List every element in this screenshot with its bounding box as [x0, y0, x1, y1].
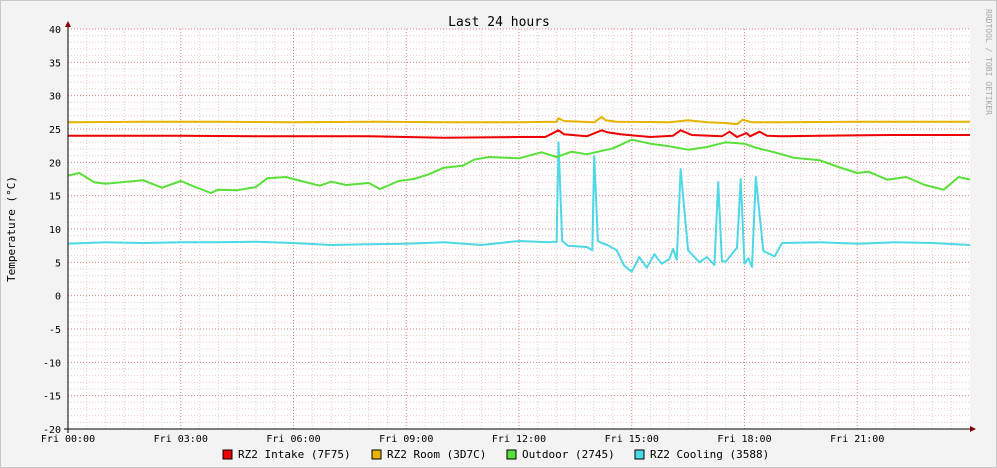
y-tick-label: -10 [43, 358, 61, 369]
legend-swatch [222, 449, 233, 460]
y-tick-label: 20 [49, 158, 61, 169]
y-tick-label: 15 [49, 192, 61, 203]
y-tick-label: 30 [49, 92, 61, 103]
x-tick-label: Fri 09:00 [379, 434, 433, 445]
y-tick-label: -5 [49, 325, 61, 336]
legend-label: RZ2 Room (3D7C) [387, 448, 486, 461]
x-tick-label: Fri 21:00 [830, 434, 884, 445]
legend-label: RZ2 Cooling (3588) [650, 448, 769, 461]
y-axis-arrow [65, 21, 71, 27]
x-tick-label: Fri 06:00 [266, 434, 320, 445]
x-tick-labels: Fri 00:00 Fri 03:00 Fri 06:00 Fri 09:00 Fri … [41, 434, 884, 445]
legend-swatch [371, 449, 382, 460]
series-line [68, 129, 970, 139]
series-line [67, 138, 971, 194]
series-line [67, 116, 970, 126]
y-tick-label: 0 [55, 292, 61, 303]
y-tick-label: 35 [49, 58, 61, 69]
legend-label: Outdoor (2745) [522, 448, 615, 461]
y-tick-label: 5 [55, 258, 61, 269]
series-layer [67, 116, 971, 273]
chart-title: Last 24 hours [448, 15, 550, 30]
x-tick-label: Fri 18:00 [717, 434, 771, 445]
x-tick-label: Fri 12:00 [492, 434, 546, 445]
y-tick-label: -15 [43, 392, 61, 403]
legend-swatch [506, 449, 517, 460]
legend-label: RZ2 Intake (7F75) [238, 448, 351, 461]
watermark: RRDTOOL / TOBI OETIKER [984, 9, 993, 115]
y-tick-label: -20 [43, 425, 61, 436]
y-axis-label: Temperature (°C) [5, 176, 18, 282]
y-tick-label: 25 [49, 125, 61, 136]
axes [64, 21, 976, 433]
x-tick-label: Fri 00:00 [41, 434, 95, 445]
x-tick-label: Fri 03:00 [154, 434, 208, 445]
legend-swatch [634, 449, 645, 460]
y-tick-label: 10 [49, 225, 61, 236]
x-axis-arrow [970, 426, 976, 432]
y-tick-labels: 40 35 30 25 20 15 10 5 0 -5 -10 -15 -20 [43, 25, 61, 436]
x-tick-label: Fri 15:00 [605, 434, 659, 445]
legend: RZ2 Intake (7F75) RZ2 Room (3D7C) Outdoor … [222, 448, 769, 461]
series-line [67, 141, 971, 273]
y-tick-label: 40 [49, 25, 61, 36]
